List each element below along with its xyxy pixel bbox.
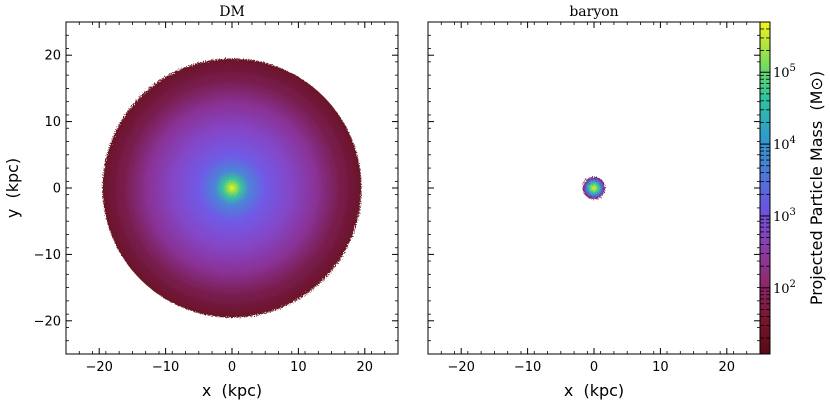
- dm-x-axis-label: x (kpc): [202, 381, 262, 400]
- colorbar-tick-label: 104: [773, 135, 796, 153]
- colorbar-tick-label: 102: [773, 279, 796, 297]
- colorbar-tick-label: 105: [773, 63, 796, 81]
- dm-xtick-label: −10: [152, 360, 179, 375]
- dm-ytick-label: 0: [53, 182, 61, 197]
- colorbar-label: Projected Particle Mass (M⊙): [807, 71, 826, 305]
- dm-ytick-label: 20: [44, 49, 61, 64]
- dm-disc: [102, 58, 362, 318]
- colorbar-frame: [759, 21, 771, 355]
- colorbar-ticks: 102 103 104 105: [760, 21, 796, 339]
- baryon-title: baryon: [569, 4, 618, 20]
- dm-y-axis-label: y (kpc): [3, 158, 22, 218]
- dm-panel: −20 −10 0 10 20 −20 −10 0 10 20 DM x (kpc) y (kpc…: [3, 4, 399, 400]
- colorbar: 102 103 104 105 Projected Particle Mass (M⊙…: [759, 21, 826, 355]
- baryon-panel: −20 −10 0 10 20 baryon x (kpc): [427, 4, 761, 400]
- baryon-xtick-label: 20: [719, 360, 736, 375]
- dm-xtick-label: 10: [290, 360, 307, 375]
- baryon-disc: [582, 176, 606, 200]
- dm-ticks: −20 −10 0 10 20 −20 −10 0 10 20: [34, 21, 399, 375]
- dm-ytick-label: −20: [34, 314, 61, 329]
- dm-ytick-label: 10: [44, 115, 61, 130]
- baryon-xtick-label: 0: [590, 360, 598, 375]
- dm-ytick-label: −10: [34, 248, 61, 263]
- baryon-density-disc: [582, 176, 606, 200]
- baryon-x-axis-label: x (kpc): [564, 381, 624, 400]
- baryon-xtick-label: −10: [514, 360, 541, 375]
- dm-title: DM: [219, 4, 245, 20]
- colorbar-tick-label: 103: [773, 207, 796, 225]
- dm-xtick-label: −20: [85, 360, 112, 375]
- dm-density-disc: [102, 58, 362, 318]
- dm-xtick-label: 20: [357, 360, 374, 375]
- baryon-xtick-label: 10: [652, 360, 669, 375]
- dm-xtick-label: 0: [228, 360, 236, 375]
- baryon-ticks: −20 −10 0 10 20: [427, 21, 761, 375]
- colorbar-gradient: [760, 22, 770, 354]
- baryon-xtick-label: −20: [447, 360, 474, 375]
